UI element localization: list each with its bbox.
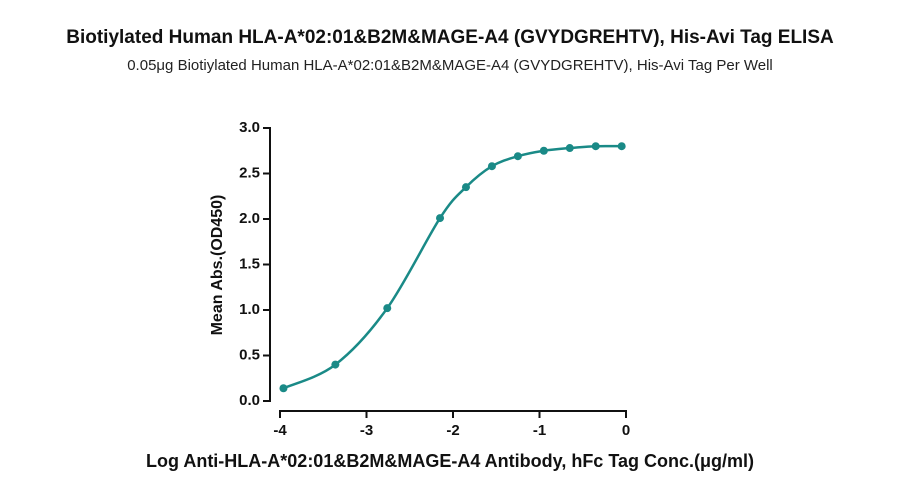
y-tick-label: 1.5 [239, 255, 260, 272]
data-point [436, 214, 445, 223]
data-point [331, 360, 340, 369]
x-tick-label: -3 [360, 422, 373, 439]
data-point [487, 162, 496, 171]
y-tick-label: 0.5 [239, 346, 260, 363]
y-tick-label: 0.0 [239, 392, 260, 409]
data-point [461, 183, 470, 192]
data-point [591, 142, 600, 151]
chart-subtitle: 0.05μg Biotiylated Human HLA-A*02:01&B2M… [127, 57, 773, 74]
x-tick-label: -1 [533, 422, 546, 439]
data-point [513, 152, 522, 161]
chart-title: Biotiylated Human HLA-A*02:01&B2M&MAGE-A… [66, 27, 834, 48]
x-axis-label: Log Anti-HLA-A*02:01&B2M&MAGE-A4 Antibod… [146, 451, 754, 471]
fit-curve [282, 144, 622, 390]
y-tick-label: 2.0 [239, 210, 260, 227]
y-tick-label: 3.0 [239, 119, 260, 136]
y-axis-label: Mean Abs.(OD450) [209, 195, 226, 336]
y-tick-label: 1.0 [239, 301, 260, 318]
data-point [279, 384, 288, 393]
data-point [539, 146, 548, 155]
data-point [617, 142, 626, 151]
x-tick-label: -2 [446, 422, 459, 439]
data-point [565, 144, 574, 153]
y-tick-label: 2.5 [239, 164, 260, 181]
x-tick-label: 0 [622, 422, 630, 439]
x-tick-label: -4 [273, 422, 287, 439]
data-point [383, 304, 392, 313]
